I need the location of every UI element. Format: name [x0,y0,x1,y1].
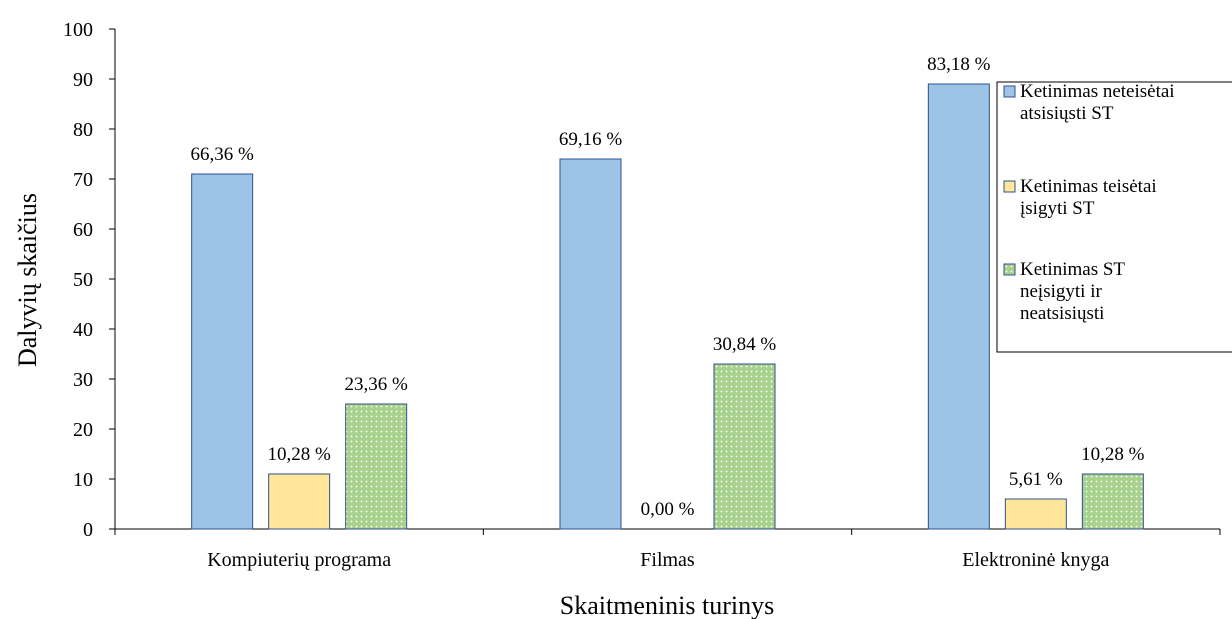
data-label: 10,28 % [268,444,332,465]
data-label: 5,61 % [1009,469,1063,490]
bar-2-1 [268,473,331,530]
data-label: 30,84 % [713,334,777,355]
y-axis-title: Dalyvių skaičius [13,193,42,367]
y-tick-label: 50 [73,269,93,291]
legend-label-1: Ketinimas neteisėtai atsisiųsti ST [1020,81,1175,124]
legend-swatch-2 [1003,180,1016,193]
bar-1-3 [927,83,990,530]
y-tick-label: 60 [73,219,93,241]
x-category-label: Elektroninė knyga [962,549,1109,571]
bar-3-1 [345,403,408,530]
y-tick-label: 0 [83,519,93,541]
bars [191,83,1144,530]
data-label: 23,36 % [345,374,409,395]
bar-3-2 [713,363,776,530]
y-tick-label: 70 [73,169,93,191]
legend: Ketinimas neteisėtai atsisiųsti ST Ketinim… [996,81,1232,353]
y-tick-label: 30 [73,369,93,391]
data-label: 10,28 % [1081,444,1145,465]
bar-1-1 [191,173,254,530]
axes: 0 10 20 30 40 50 60 70 80 90 100 [63,19,1221,541]
legend-box [996,81,1232,353]
y-tick-label: 20 [73,419,93,441]
y-tick-label: 90 [73,69,93,91]
bar-2-3 [1004,498,1067,530]
x-axis-title: Skaitmeninis turinys [560,591,775,619]
legend-label-3: Ketinimas ST neįsigyti ir neatsisiųsti [1020,259,1125,324]
y-tick-label: 40 [73,319,93,341]
legend-swatch-1 [1003,85,1016,98]
bar-1-2 [559,158,622,530]
data-label: 66,36 % [191,144,255,165]
data-label: 0,00 % [641,499,695,520]
data-label: 83,18 % [927,54,991,75]
legend-label-2: Ketinimas teisėtai įsigyti ST [1020,176,1157,219]
y-tick-label: 10 [73,469,93,491]
y-tick-label: 100 [63,19,93,41]
data-labels: 66,36 % 10,28 % 23,36 % Kompiuterių program… [191,54,1145,571]
x-category-label: Kompiuterių programa [207,549,391,571]
legend-swatch-3 [1003,263,1016,276]
data-label: 69,16 % [559,129,623,150]
x-category-label: Filmas [640,549,695,571]
bar-3-3 [1081,473,1144,530]
y-tick-label: 80 [73,119,93,141]
